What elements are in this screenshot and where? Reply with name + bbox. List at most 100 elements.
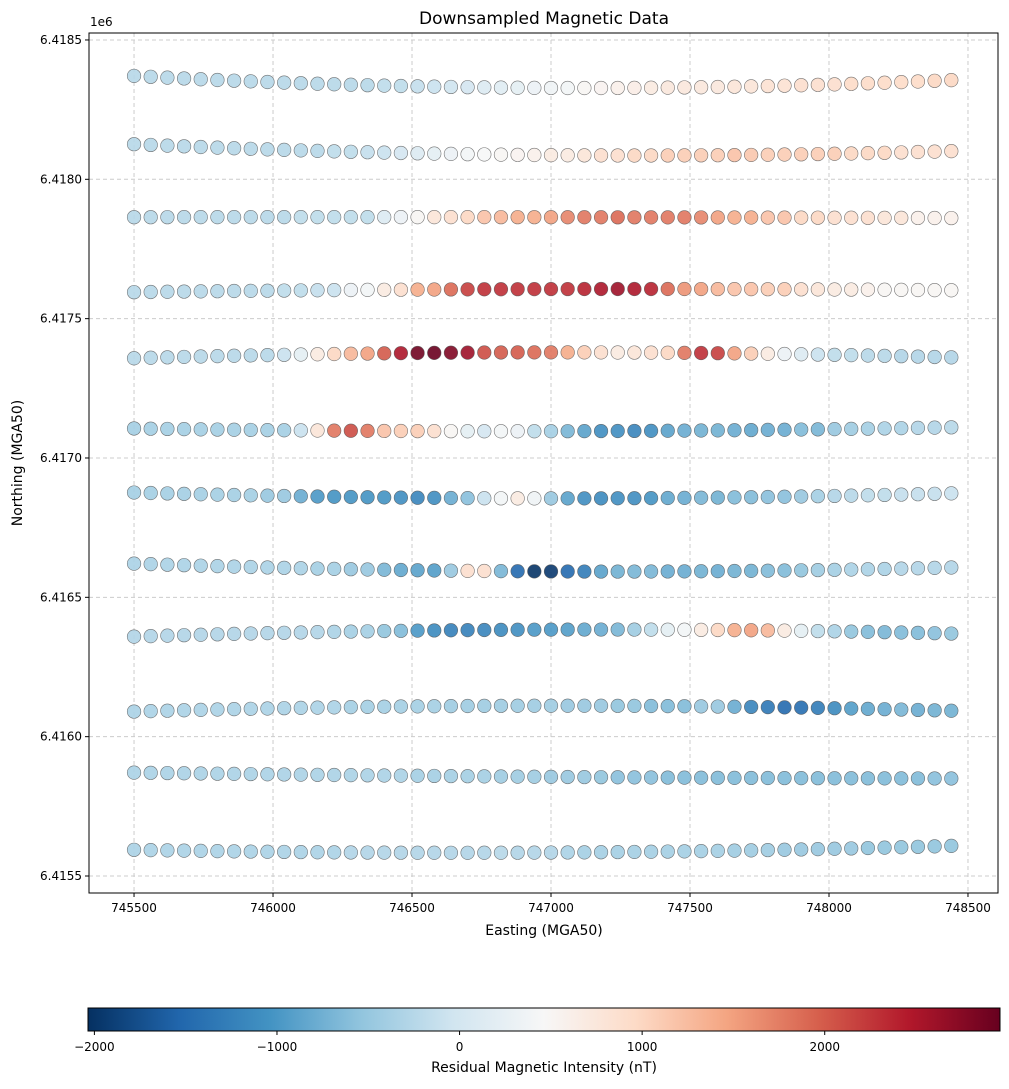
survey-line bbox=[126, 622, 959, 644]
data-point bbox=[660, 622, 675, 637]
data-point bbox=[443, 424, 459, 439]
y-tick-label: 6.4155 bbox=[40, 869, 82, 883]
data-point bbox=[610, 622, 625, 637]
data-point bbox=[427, 699, 442, 714]
data-point bbox=[827, 624, 842, 639]
data-point bbox=[427, 490, 442, 505]
data-point bbox=[610, 423, 625, 439]
data-point bbox=[610, 770, 625, 785]
data-point bbox=[844, 488, 859, 503]
data-point bbox=[260, 74, 275, 90]
data-point bbox=[944, 144, 959, 159]
data-point bbox=[143, 843, 158, 858]
data-point bbox=[293, 347, 308, 362]
data-point bbox=[710, 148, 725, 163]
data-point bbox=[794, 842, 809, 857]
data-point bbox=[927, 420, 942, 435]
data-point bbox=[794, 623, 809, 638]
data-point bbox=[243, 283, 258, 298]
data-point bbox=[510, 769, 525, 784]
data-point bbox=[944, 486, 959, 501]
y-tick-label: 6.4185 bbox=[40, 33, 82, 47]
data-point bbox=[210, 766, 225, 781]
data-point bbox=[577, 698, 592, 713]
data-point bbox=[393, 423, 408, 439]
data-point bbox=[877, 702, 892, 717]
data-point bbox=[727, 423, 742, 438]
data-point bbox=[310, 845, 325, 860]
data-point bbox=[393, 145, 408, 161]
data-point bbox=[577, 80, 592, 96]
data-point bbox=[227, 210, 242, 225]
data-point bbox=[560, 281, 575, 297]
data-point bbox=[877, 840, 892, 855]
data-point bbox=[527, 564, 542, 579]
data-point bbox=[410, 345, 425, 361]
data-point bbox=[744, 282, 759, 297]
data-point bbox=[777, 78, 792, 93]
data-point bbox=[343, 346, 358, 361]
data-point bbox=[593, 423, 609, 439]
data-point bbox=[543, 698, 559, 713]
data-point bbox=[460, 424, 475, 439]
x-tick-label: 747500 bbox=[667, 901, 713, 915]
survey-line bbox=[126, 345, 959, 366]
data-point bbox=[877, 75, 892, 90]
data-point bbox=[277, 75, 292, 90]
data-point bbox=[927, 486, 942, 501]
data-point bbox=[727, 563, 742, 579]
data-point bbox=[160, 765, 175, 781]
data-point bbox=[343, 282, 358, 298]
data-point bbox=[443, 698, 459, 714]
data-point bbox=[710, 79, 725, 95]
data-point bbox=[610, 281, 625, 297]
data-point bbox=[827, 488, 842, 504]
data-point bbox=[460, 345, 475, 360]
data-point bbox=[227, 487, 242, 503]
colorbar-tick-label: 0 bbox=[456, 1040, 464, 1054]
data-point bbox=[894, 771, 909, 786]
data-point bbox=[310, 767, 325, 782]
data-point bbox=[410, 210, 425, 225]
data-point bbox=[543, 210, 559, 225]
data-point bbox=[143, 765, 158, 780]
data-point bbox=[794, 78, 809, 93]
data-point bbox=[860, 562, 876, 577]
survey-line bbox=[126, 485, 959, 506]
data-point bbox=[894, 75, 909, 90]
data-point bbox=[610, 698, 625, 713]
data-point bbox=[243, 766, 258, 782]
data-point bbox=[593, 622, 609, 637]
data-point bbox=[777, 563, 792, 578]
data-point bbox=[894, 282, 909, 297]
y-tick-label: 6.4160 bbox=[40, 730, 82, 744]
data-point bbox=[810, 562, 825, 578]
data-point bbox=[327, 77, 342, 92]
data-point bbox=[493, 698, 509, 713]
data-point bbox=[910, 74, 926, 89]
data-point bbox=[527, 845, 542, 860]
data-point bbox=[493, 210, 509, 225]
data-point bbox=[143, 421, 158, 436]
grid bbox=[89, 33, 998, 893]
data-point bbox=[877, 145, 892, 160]
data-point bbox=[310, 283, 325, 298]
data-point bbox=[510, 491, 525, 506]
data-point bbox=[243, 348, 258, 363]
data-point bbox=[660, 844, 675, 859]
data-point bbox=[193, 284, 208, 299]
data-point bbox=[126, 704, 142, 719]
data-point bbox=[460, 282, 475, 297]
data-point bbox=[443, 210, 459, 225]
data-point bbox=[210, 487, 225, 502]
data-point bbox=[744, 79, 759, 94]
data-point bbox=[527, 698, 542, 713]
data-point bbox=[410, 282, 425, 297]
data-point bbox=[243, 74, 258, 89]
data-point bbox=[393, 562, 408, 578]
data-point bbox=[410, 845, 425, 860]
data-point bbox=[443, 623, 459, 638]
data-point bbox=[844, 348, 859, 363]
data-point bbox=[627, 345, 642, 360]
data-point bbox=[760, 210, 775, 225]
